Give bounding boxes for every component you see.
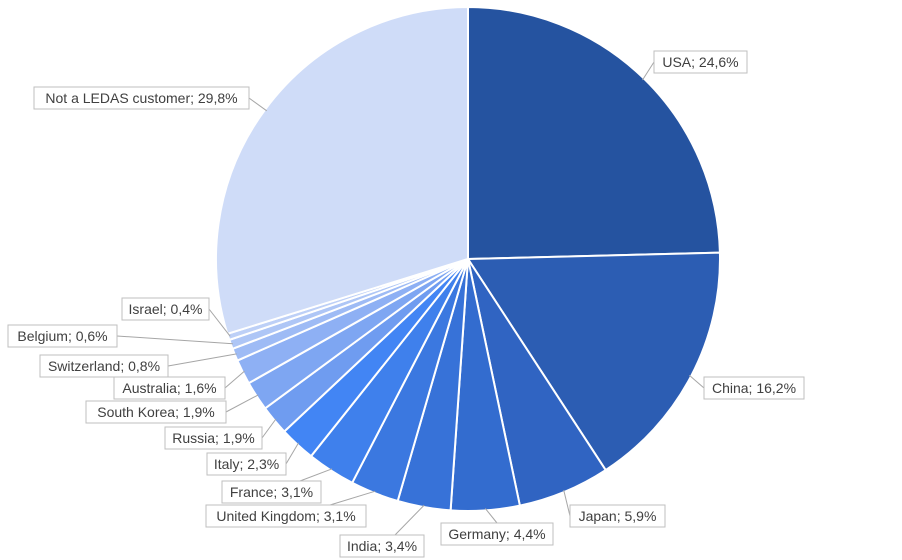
data-label-box <box>164 426 263 450</box>
data-label-text: China; 16,2% <box>712 380 796 396</box>
labels-layer: USA; 24,6% China; 16,2% Japan; 5,9% Germany… <box>7 50 805 558</box>
leader-line-australia <box>224 370 245 389</box>
data-label-france: France; 3,1% <box>221 480 322 504</box>
data-label-box <box>221 480 322 504</box>
leader-line-united-kingdom <box>329 490 376 506</box>
data-label-box <box>703 376 805 400</box>
data-label-japan: Japan; 5,9% <box>569 504 666 528</box>
data-label-box <box>121 297 210 321</box>
data-label-italy: Italy; 2,3% <box>206 452 287 476</box>
leader-line-germany <box>484 508 498 524</box>
data-label-text: Israel; 0,4% <box>129 301 203 317</box>
data-label-box <box>205 504 367 528</box>
data-label-text: France; 3,1% <box>230 484 313 500</box>
data-label-box <box>569 504 666 528</box>
data-label-russia: Russia; 1,9% <box>164 426 263 450</box>
leader-line-france <box>299 468 333 482</box>
leader-line-india <box>394 504 425 536</box>
leader-line-japan <box>563 489 571 517</box>
data-label-text: Germany; 4,4% <box>448 526 545 542</box>
data-label-china: China; 16,2% <box>703 376 805 400</box>
pie-slice-usa <box>467 5 721 261</box>
leader-line-not-a-ledas-customer <box>248 97 267 112</box>
data-label-australia: Australia; 1,6% <box>113 376 226 400</box>
data-label-box <box>653 50 748 74</box>
data-label-text: South Korea; 1,9% <box>97 404 215 420</box>
data-label-text: India; 3,4% <box>347 538 417 554</box>
data-label-text: Japan; 5,9% <box>579 508 657 524</box>
data-label-germany: Germany; 4,4% <box>440 522 554 546</box>
data-label-text: Italy; 2,3% <box>214 456 279 472</box>
data-label-india: India; 3,4% <box>339 534 425 558</box>
data-label-text: United Kingdom; 3,1% <box>216 508 355 524</box>
data-label-text: Russia; 1,9% <box>172 430 254 446</box>
data-label-box <box>339 534 425 558</box>
data-label-text: USA; 24,6% <box>662 54 738 70</box>
leader-line-usa <box>642 61 655 81</box>
slices-layer <box>215 5 721 512</box>
data-label-switzerland: Switzerland; 0,8% <box>39 354 169 378</box>
data-label-box <box>33 86 250 110</box>
data-label-south-korea: South Korea; 1,9% <box>85 400 227 424</box>
leader-line-israel <box>208 308 231 337</box>
leader-line-south-korea <box>225 394 259 413</box>
data-label-box <box>85 400 227 424</box>
leader-line-belgium <box>116 335 233 345</box>
data-label-box <box>206 452 287 476</box>
data-label-text: Not a LEDAS customer; 29,8% <box>45 90 237 106</box>
data-label-israel: Israel; 0,4% <box>121 297 210 321</box>
leader-line-italy <box>285 442 300 465</box>
leader-line-russia <box>261 418 277 439</box>
data-label-box <box>39 354 169 378</box>
leader-line-switzerland <box>167 353 237 367</box>
data-label-text: Australia; 1,6% <box>122 380 216 396</box>
data-label-usa: USA; 24,6% <box>653 50 748 74</box>
leader-lines-layer <box>116 61 705 536</box>
data-label-united-kingdom: United Kingdom; 3,1% <box>205 504 367 528</box>
leader-line-china <box>688 374 705 389</box>
data-label-text: Switzerland; 0,8% <box>48 358 160 374</box>
data-label-box <box>113 376 226 400</box>
data-label-text: Belgium; 0,6% <box>17 328 107 344</box>
data-label-box <box>440 522 554 546</box>
data-label-box <box>7 324 118 348</box>
data-label-belgium: Belgium; 0,6% <box>7 324 118 348</box>
data-label-not-a-ledas-customer: Not a LEDAS customer; 29,8% <box>33 86 250 110</box>
